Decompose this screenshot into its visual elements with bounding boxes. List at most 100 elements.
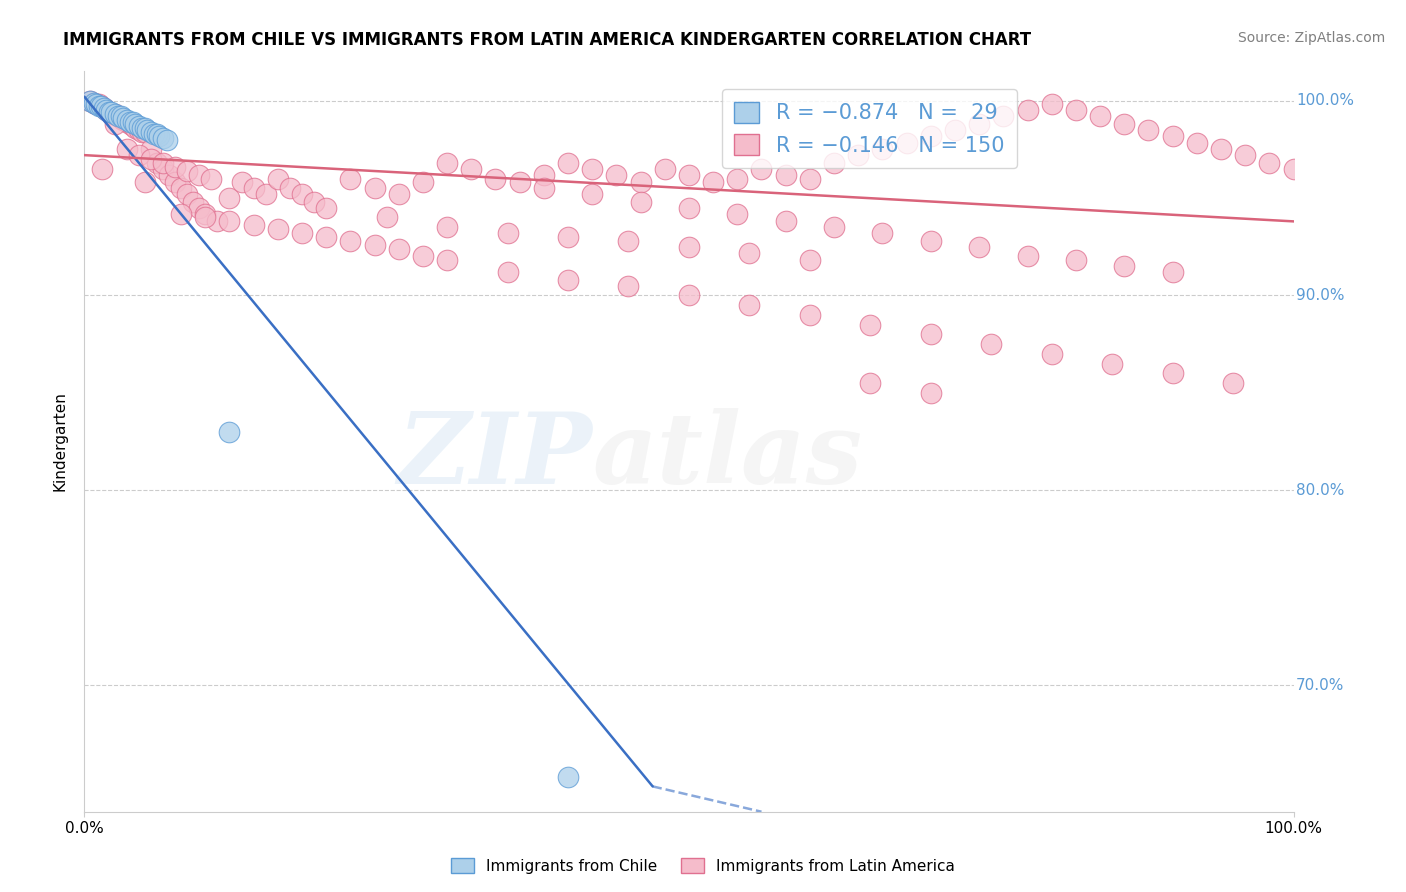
Point <box>1088 109 1111 123</box>
Point <box>725 171 748 186</box>
Point <box>496 226 519 240</box>
Point <box>104 117 127 131</box>
Point <box>799 253 821 268</box>
Point <box>388 187 411 202</box>
Point <box>143 127 166 141</box>
Point <box>128 148 150 162</box>
Point <box>533 168 555 182</box>
Point <box>967 240 990 254</box>
Point <box>176 187 198 202</box>
Point <box>799 171 821 186</box>
Point <box>436 220 458 235</box>
Point <box>751 161 773 176</box>
Point <box>678 288 700 302</box>
Point <box>799 308 821 322</box>
Point <box>896 136 918 151</box>
Point <box>775 214 797 228</box>
Point <box>775 168 797 182</box>
Point <box>110 111 132 125</box>
Point <box>128 119 150 133</box>
Point <box>136 123 159 137</box>
Point <box>1161 367 1184 381</box>
Point <box>93 101 115 115</box>
Text: 90.0%: 90.0% <box>1296 288 1344 303</box>
Point <box>176 163 198 178</box>
Point <box>1209 142 1232 156</box>
Point <box>436 253 458 268</box>
Point <box>738 245 761 260</box>
Point <box>630 175 652 190</box>
Point <box>943 123 966 137</box>
Point <box>124 120 146 135</box>
Point <box>87 97 110 112</box>
Point <box>139 142 162 156</box>
Point <box>1017 103 1039 118</box>
Point <box>104 107 127 121</box>
Point <box>509 175 531 190</box>
Point <box>412 175 434 190</box>
Point <box>859 318 882 332</box>
Point <box>267 171 290 186</box>
Point <box>1234 148 1257 162</box>
Point <box>115 113 138 128</box>
Point <box>165 175 187 190</box>
Point <box>557 156 579 170</box>
Point <box>134 175 156 190</box>
Point <box>94 103 117 118</box>
Point <box>1161 128 1184 143</box>
Point <box>79 94 101 108</box>
Point <box>1137 123 1160 137</box>
Y-axis label: Kindergarten: Kindergarten <box>52 392 67 491</box>
Point <box>557 230 579 244</box>
Point <box>131 125 153 139</box>
Point <box>194 211 217 225</box>
Point <box>388 242 411 256</box>
Point <box>112 111 135 125</box>
Point <box>131 120 153 135</box>
Point <box>91 161 114 176</box>
Point <box>170 181 193 195</box>
Point <box>121 115 143 129</box>
Point <box>1185 136 1208 151</box>
Text: IMMIGRANTS FROM CHILE VS IMMIGRANTS FROM LATIN AMERICA KINDERGARTEN CORRELATION : IMMIGRANTS FROM CHILE VS IMMIGRANTS FROM… <box>63 31 1032 49</box>
Point <box>79 94 101 108</box>
Point <box>97 105 120 120</box>
Point <box>1114 259 1136 273</box>
Point <box>1064 103 1087 118</box>
Point <box>124 117 146 131</box>
Point <box>110 109 132 123</box>
Point <box>920 128 942 143</box>
Point <box>148 128 170 143</box>
Point <box>94 103 117 118</box>
Point <box>146 127 169 141</box>
Point <box>1258 156 1281 170</box>
Point <box>152 156 174 170</box>
Point <box>97 105 120 120</box>
Point <box>165 160 187 174</box>
Point <box>90 99 112 113</box>
Text: 80.0%: 80.0% <box>1296 483 1344 498</box>
Point <box>617 278 640 293</box>
Point <box>605 168 627 182</box>
Point <box>460 161 482 176</box>
Point <box>200 171 222 186</box>
Point <box>872 142 894 156</box>
Text: Source: ZipAtlas.com: Source: ZipAtlas.com <box>1237 31 1385 45</box>
Point <box>846 148 869 162</box>
Point <box>496 265 519 279</box>
Point <box>678 201 700 215</box>
Point <box>1040 97 1063 112</box>
Point <box>218 191 240 205</box>
Point <box>993 109 1015 123</box>
Point <box>581 161 603 176</box>
Point <box>533 181 555 195</box>
Point <box>139 152 162 166</box>
Point <box>738 298 761 312</box>
Point <box>107 109 129 123</box>
Point <box>315 230 337 244</box>
Point <box>194 206 217 220</box>
Point <box>557 273 579 287</box>
Point <box>1282 161 1305 176</box>
Point <box>702 175 724 190</box>
Point <box>170 206 193 220</box>
